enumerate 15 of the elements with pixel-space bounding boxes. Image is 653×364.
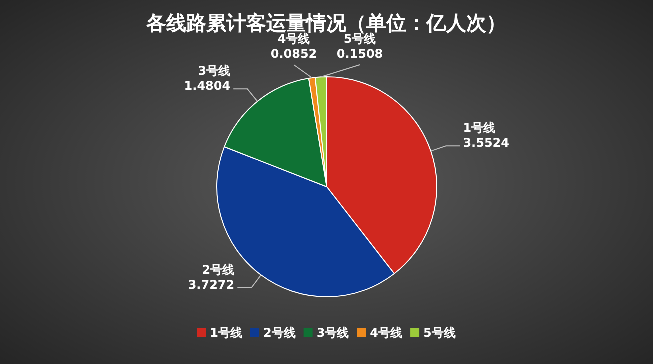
legend-label: 3号线 <box>316 326 350 340</box>
slice-label: 2号线 <box>202 262 235 277</box>
slice-label: 3号线 <box>198 64 231 78</box>
slice-label: 4号线 <box>278 32 310 46</box>
slice-label: 1号线 <box>463 121 496 136</box>
legend-label: 5号线 <box>424 326 456 340</box>
data-label: 3.5524 <box>463 136 510 150</box>
legend-label: 4号线 <box>370 326 403 340</box>
data-label: 3.7272 <box>188 278 235 292</box>
data-label: 0.0852 <box>270 47 318 61</box>
legend-label: 1号线 <box>210 326 242 340</box>
data-label: 0.1508 <box>336 47 384 61</box>
data-label: 1.4804 <box>184 79 231 94</box>
slice-label: 2号线 <box>263 326 296 340</box>
slice-label: 5号线 <box>344 32 376 46</box>
